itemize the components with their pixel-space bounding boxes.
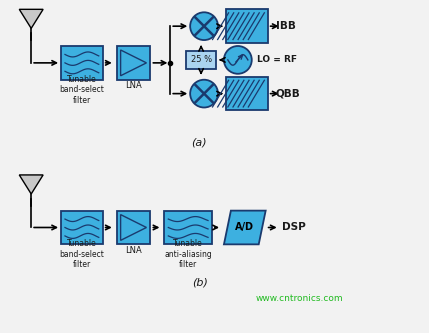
Text: www.cntronics.com: www.cntronics.com <box>256 294 343 303</box>
FancyBboxPatch shape <box>61 211 103 244</box>
Circle shape <box>224 46 252 74</box>
FancyBboxPatch shape <box>164 211 212 244</box>
FancyBboxPatch shape <box>186 51 216 69</box>
Polygon shape <box>19 9 43 28</box>
Text: (b): (b) <box>192 277 208 287</box>
FancyBboxPatch shape <box>226 9 268 43</box>
Text: IBB: IBB <box>275 21 296 31</box>
Polygon shape <box>19 175 43 194</box>
Text: QBB: QBB <box>275 89 300 99</box>
Polygon shape <box>224 211 266 244</box>
Text: LNA: LNA <box>125 246 142 255</box>
Text: A/D: A/D <box>235 222 254 232</box>
Text: DSP: DSP <box>281 222 305 232</box>
FancyBboxPatch shape <box>117 211 151 244</box>
FancyBboxPatch shape <box>117 46 151 80</box>
FancyBboxPatch shape <box>61 46 103 80</box>
Circle shape <box>190 12 218 40</box>
Text: Tunable
band-select
filter: Tunable band-select filter <box>60 75 104 105</box>
Polygon shape <box>121 50 146 76</box>
Polygon shape <box>121 214 146 240</box>
Text: 25 %: 25 % <box>190 55 211 64</box>
Circle shape <box>190 80 218 108</box>
Text: (a): (a) <box>191 137 207 147</box>
FancyBboxPatch shape <box>226 77 268 111</box>
Text: LO = RF: LO = RF <box>257 55 297 64</box>
Text: Tunable
anti-aliasing
filter: Tunable anti-aliasing filter <box>164 239 212 269</box>
Text: LNA: LNA <box>125 81 142 90</box>
Text: Tunable
band-select
filter: Tunable band-select filter <box>60 239 104 269</box>
